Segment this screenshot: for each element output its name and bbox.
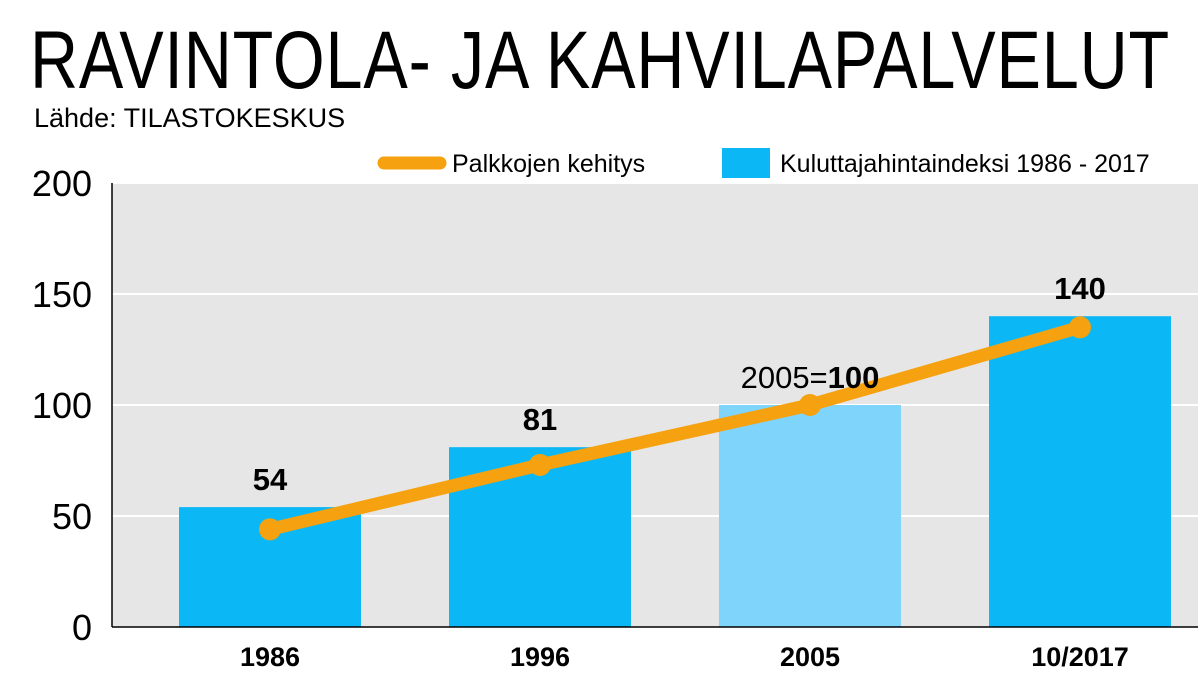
wage-point-10-2017 [1069, 316, 1091, 339]
data-label-1996: 81 [523, 402, 557, 437]
data-labels: 54 81 2005=100 140 [253, 271, 1106, 497]
x-axis-ticks: 1986 1996 2005 10/2017 [240, 642, 1129, 672]
data-label-1986: 54 [253, 462, 288, 497]
x-tick-label: 2005 [780, 642, 840, 672]
bar-2005 [719, 405, 901, 627]
reference-prefix: 2005= [741, 360, 828, 395]
y-tick-label: 100 [32, 385, 92, 426]
data-label-10-2017: 140 [1054, 271, 1106, 306]
wage-line-series [259, 316, 1091, 541]
reference-value: 100 [828, 360, 880, 395]
bar-10-2017 [989, 316, 1171, 627]
y-tick-label: 200 [32, 163, 92, 204]
legend-bar-swatch [722, 148, 770, 178]
y-tick-label: 0 [72, 607, 92, 648]
y-tick-label: 50 [52, 496, 92, 537]
wage-line [263, 320, 1087, 536]
y-tick-label: 150 [32, 274, 92, 315]
axes [111, 183, 1198, 628]
legend: Palkkojen kehitys Kuluttajahintaindeksi … [377, 148, 1150, 178]
wage-point-1986 [259, 518, 281, 541]
x-tick-label: 1996 [510, 642, 570, 672]
legend-label-wages: Palkkojen kehitys [452, 150, 645, 178]
wage-point-2005 [799, 394, 821, 416]
chart-source: Lähde: TILASTOKESKUS [34, 103, 345, 133]
wage-point-1996 [529, 453, 551, 476]
legend-label-cpi: Kuluttajahintaindeksi 1986 - 2017 [780, 150, 1150, 178]
x-tick-label: 1986 [240, 642, 300, 672]
x-tick-label: 10/2017 [1031, 642, 1129, 672]
y-axis-ticks: 0 50 100 150 200 [32, 163, 92, 648]
data-label-2005: 2005=100 [741, 360, 880, 395]
chart-title: RAVINTOLA- JA KAHVILAPALVELUT [30, 15, 1170, 106]
